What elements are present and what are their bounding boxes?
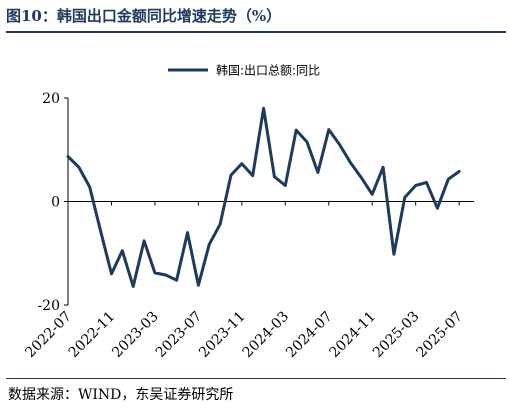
x-tick-label: 2023-07	[153, 309, 205, 361]
data-point	[186, 231, 189, 234]
x-tick-label: 2024-07	[283, 309, 335, 361]
data-point	[251, 174, 254, 177]
data-point	[447, 178, 450, 181]
data-point	[338, 143, 341, 146]
data-point	[360, 176, 363, 179]
data-point	[305, 140, 309, 144]
data-point	[88, 185, 91, 189]
data-point	[175, 278, 178, 282]
data-point	[142, 239, 146, 243]
data-point	[436, 207, 439, 210]
x-tick-label: 2025-07	[414, 309, 466, 361]
data-point	[131, 285, 135, 288]
data-point	[381, 166, 385, 169]
data-point	[284, 184, 287, 187]
data-point	[371, 193, 374, 196]
x-tick-label: 2024-03	[240, 309, 292, 361]
data-point	[316, 171, 320, 174]
data-point	[392, 253, 396, 256]
chart-legend: 韩国:出口总额:同比	[168, 63, 320, 78]
data-point	[99, 229, 102, 233]
chart-axes: -20 0 20 2022-072022-112023-032023-072023-1…	[22, 91, 474, 361]
x-tick-label: 2022-07	[22, 309, 74, 361]
data-point	[294, 128, 298, 132]
x-tick-label: 2023-03	[109, 309, 161, 361]
data-point	[240, 162, 244, 165]
data-point	[349, 161, 352, 164]
data-point	[110, 272, 113, 276]
series-group	[66, 106, 461, 288]
data-point	[121, 249, 124, 252]
y-tick-label: 20	[42, 91, 60, 107]
data-point	[457, 170, 461, 173]
source-rule	[6, 378, 506, 379]
data-point	[273, 175, 276, 178]
data-point	[77, 166, 81, 169]
data-point	[327, 128, 330, 131]
title-underline	[6, 31, 506, 33]
data-point	[197, 284, 200, 287]
data-point	[425, 181, 428, 184]
x-tick-label: 2022-11	[66, 309, 118, 361]
source-note: 数据来源：WIND，东吴证券研究所	[8, 387, 234, 403]
y-tick-label: -20	[37, 298, 60, 314]
data-point	[403, 196, 407, 199]
data-point	[153, 271, 157, 275]
x-tick-label: 2025-03	[370, 309, 422, 361]
series-line	[66, 106, 461, 288]
data-point	[262, 107, 265, 110]
chart-title: 图10：韩国出口金额同比增速走势（%）	[6, 7, 282, 25]
data-point	[229, 173, 233, 177]
data-point	[414, 184, 417, 187]
x-tick-label: 2023-11	[196, 309, 248, 361]
data-point	[66, 155, 70, 158]
data-point	[164, 273, 167, 277]
data-point	[208, 243, 211, 246]
y-tick-label: 0	[51, 195, 60, 211]
data-point	[218, 223, 222, 226]
x-tick-label: 2024-11	[327, 309, 379, 361]
legend-label: 韩国:出口总额:同比	[216, 63, 320, 78]
